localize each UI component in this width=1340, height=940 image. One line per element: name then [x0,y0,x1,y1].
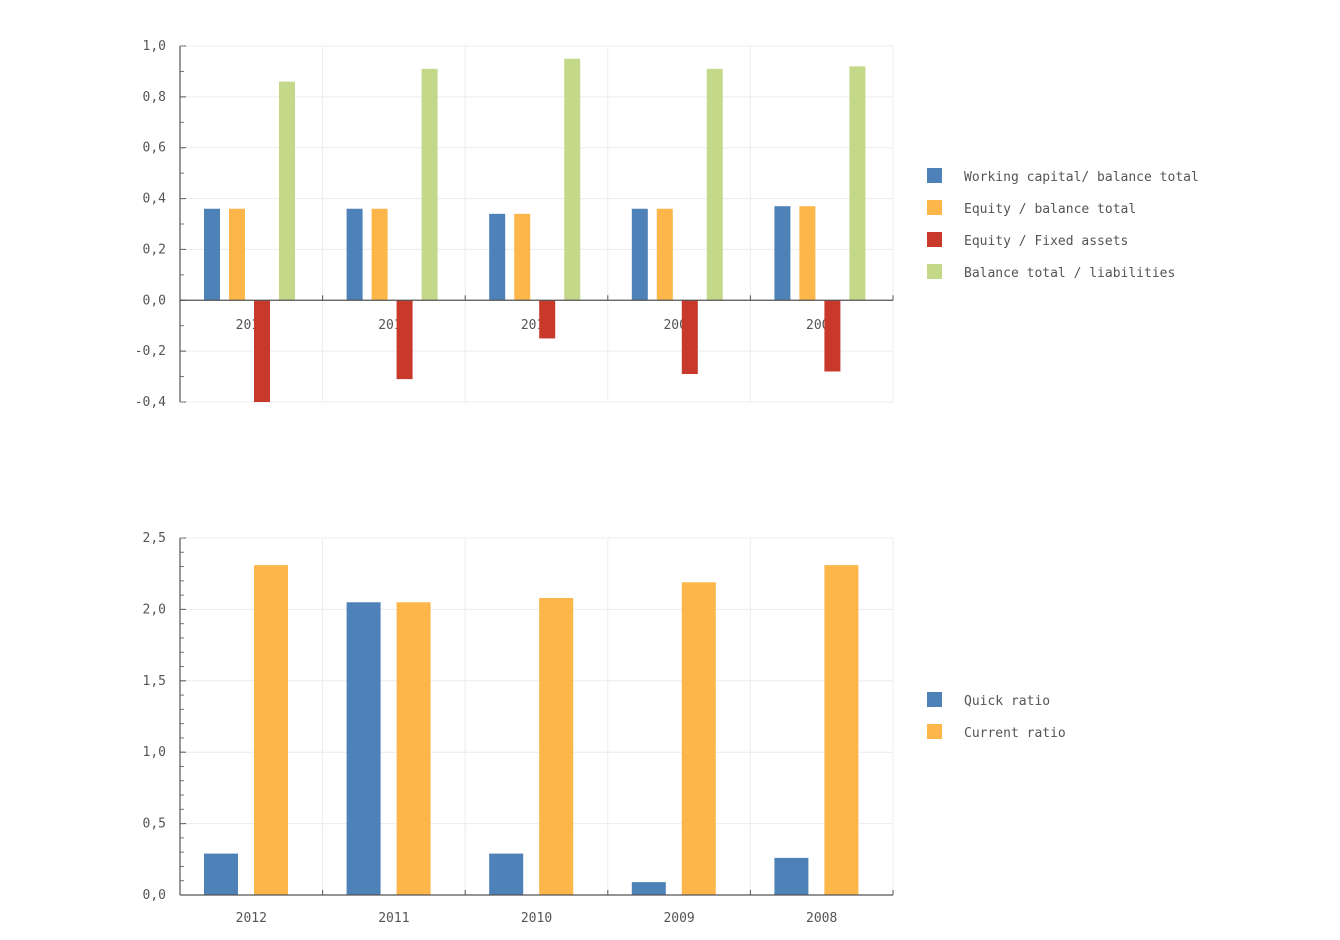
bar-current-ratio-2010 [539,597,574,895]
bar-equity-balance-total-2009 [656,208,673,301]
legend-swatch [927,168,942,183]
y-tick-label: -0,2 [135,344,166,359]
bar-quick-ratio-2009 [631,882,666,895]
legend-swatch [927,200,942,215]
y-tick-label: -0,4 [135,395,166,410]
bar-current-ratio-2009 [681,582,716,895]
legend-label: Equity / Fixed assets [964,234,1128,249]
bar-quick-ratio-2008 [774,857,809,895]
y-tick-label: 0,4 [143,192,167,207]
bar-equity-fixed-assets-2009 [681,300,698,375]
legend-swatch [927,264,942,279]
bar-current-ratio-2011 [396,602,431,895]
bar-working-capital-balance-total-2008 [774,206,791,301]
x-tick-label: 2010 [521,911,552,926]
bar-balance-total-liabilities-2009 [706,68,723,301]
bar-equity-fixed-assets-2008 [824,300,841,372]
bar-equity-fixed-assets-2012 [254,300,270,402]
x-tick-label: 2009 [663,911,694,926]
y-tick-label: 0,6 [143,141,166,156]
x-tick-label: 2011 [378,911,409,926]
legend-label: Balance total / liabilities [964,266,1175,281]
bar-balance-total-liabilities-2012 [279,81,295,301]
legend-label: Quick ratio [964,694,1050,709]
y-tick-label: 1,0 [143,745,166,760]
y-tick-label: 2,0 [143,602,166,617]
y-tick-label: 0,0 [143,888,166,903]
legend-label: Current ratio [964,726,1066,741]
bar-working-capital-balance-total-2011 [346,208,363,301]
bar-quick-ratio-2010 [489,853,524,895]
legend-label: Equity / balance total [964,202,1136,217]
bar-quick-ratio-2011 [346,602,381,895]
y-tick-label: 0,2 [143,242,166,257]
y-tick-label: 0,5 [143,817,166,832]
y-tick-label: 0,8 [143,90,166,105]
bar-equity-balance-total-2008 [799,206,816,301]
legend-swatch [927,724,942,739]
bar-equity-balance-total-2011 [371,208,388,301]
bar-equity-fixed-assets-2011 [396,300,413,380]
bar-quick-ratio-2012 [204,853,238,895]
y-tick-label: 1,0 [143,39,166,54]
bar-equity-balance-total-2010 [514,213,531,301]
legend-label: Working capital/ balance total [964,170,1199,185]
bar-current-ratio-2012 [254,565,288,895]
bar-balance-total-liabilities-2010 [564,58,581,301]
bar-current-ratio-2008 [824,565,859,895]
chart-2: 0,0 0,5 1,0 1,5 2,0 2,5 2012 2011 2010 2009 2008 Qu… [143,531,1066,926]
legend-swatch [927,232,942,247]
bar-working-capital-balance-total-2010 [489,213,506,301]
bar-equity-fixed-assets-2010 [539,300,556,339]
bar-working-capital-balance-total-2009 [631,208,648,301]
bar-working-capital-balance-total-2012 [204,208,220,301]
legend-swatch [927,692,942,707]
y-tick-label: 1,5 [143,674,166,689]
y-tick-label: 2,5 [143,531,166,546]
y-tick-label: 0,0 [143,293,166,308]
x-tick-label: 2012 [236,911,267,926]
bar-equity-balance-total-2012 [229,208,245,301]
bar-balance-total-liabilities-2011 [421,68,438,301]
bar-balance-total-liabilities-2008 [849,66,866,301]
x-tick-label: 2008 [806,911,837,926]
